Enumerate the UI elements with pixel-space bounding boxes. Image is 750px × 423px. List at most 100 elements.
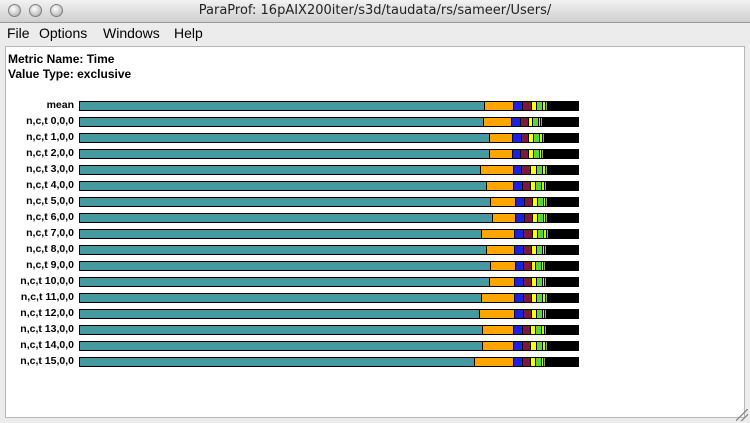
bar-segment[interactable]: [513, 150, 522, 158]
bar-segment[interactable]: [547, 246, 578, 254]
bar-segment[interactable]: [529, 150, 535, 158]
bar-segment[interactable]: [514, 166, 523, 174]
bar-segment[interactable]: [548, 198, 578, 206]
bar-segment[interactable]: [533, 198, 539, 206]
bar-segment[interactable]: [80, 166, 482, 174]
menu-windows[interactable]: Windows: [103, 25, 160, 41]
bar-segment[interactable]: [515, 246, 525, 254]
bar-segment[interactable]: [538, 230, 545, 238]
bar-segment[interactable]: [523, 182, 532, 190]
bar-segment[interactable]: [537, 310, 544, 318]
bar-segment[interactable]: [534, 150, 541, 158]
bar-segment[interactable]: [80, 246, 488, 254]
bar-segment[interactable]: [514, 182, 524, 190]
stacked-bar[interactable]: [79, 293, 579, 303]
bar-segment[interactable]: [80, 342, 484, 350]
bar-segment[interactable]: [515, 294, 525, 302]
bar-segment[interactable]: [543, 246, 546, 254]
bar-segment[interactable]: [537, 342, 544, 350]
bar-segment[interactable]: [529, 118, 534, 126]
bar-segment[interactable]: [529, 134, 535, 142]
bar-segment[interactable]: [538, 214, 545, 222]
bar-segment[interactable]: [491, 198, 517, 206]
bar-segment[interactable]: [480, 310, 516, 318]
stacked-bar[interactable]: [79, 341, 579, 351]
bar-segment[interactable]: [485, 102, 515, 110]
bar-segment[interactable]: [80, 326, 484, 334]
bar-segment[interactable]: [544, 150, 578, 158]
bar-segment[interactable]: [544, 230, 548, 238]
bar-segment[interactable]: [548, 214, 578, 222]
resize-grip-icon[interactable]: [736, 409, 748, 421]
stacked-bar[interactable]: [79, 357, 579, 367]
bar-segment[interactable]: [544, 358, 547, 366]
bar-segment[interactable]: [547, 326, 578, 334]
bar-segment[interactable]: [538, 198, 545, 206]
bar-segment[interactable]: [515, 278, 525, 286]
bar-segment[interactable]: [543, 134, 546, 142]
bar-segment[interactable]: [532, 294, 538, 302]
bar-segment[interactable]: [80, 150, 491, 158]
stacked-bar[interactable]: [79, 101, 579, 111]
bar-segment[interactable]: [475, 358, 515, 366]
bar-segment[interactable]: [525, 198, 534, 206]
bar-segment[interactable]: [524, 294, 533, 302]
bar-segment[interactable]: [543, 118, 578, 126]
bar-segment[interactable]: [545, 310, 548, 318]
bar-segment[interactable]: [536, 182, 543, 190]
stacked-bar[interactable]: [79, 261, 579, 271]
bar-segment[interactable]: [545, 326, 548, 334]
bar-segment[interactable]: [544, 198, 547, 206]
stacked-bar[interactable]: [79, 277, 579, 287]
stacked-bar[interactable]: [79, 181, 579, 191]
bar-segment[interactable]: [80, 310, 481, 318]
bar-segment[interactable]: [522, 134, 530, 142]
stacked-bar[interactable]: [79, 133, 579, 143]
bar-segment[interactable]: [491, 262, 517, 270]
bar-segment[interactable]: [545, 182, 548, 190]
bar-segment[interactable]: [546, 214, 549, 222]
menu-file[interactable]: File: [7, 25, 30, 41]
bar-segment[interactable]: [531, 326, 537, 334]
bar-segment[interactable]: [546, 198, 549, 206]
bar-segment[interactable]: [493, 214, 517, 222]
bar-segment[interactable]: [80, 214, 494, 222]
bar-segment[interactable]: [80, 294, 483, 302]
bar-segment[interactable]: [539, 118, 542, 126]
bar-segment[interactable]: [515, 230, 525, 238]
bar-segment[interactable]: [524, 262, 533, 270]
bar-segment[interactable]: [543, 166, 547, 174]
bar-segment[interactable]: [524, 278, 533, 286]
bar-segment[interactable]: [483, 342, 515, 350]
stacked-bar[interactable]: [79, 325, 579, 335]
bar-segment[interactable]: [546, 102, 549, 110]
bar-segment[interactable]: [525, 214, 534, 222]
close-window-button[interactable]: [8, 4, 21, 17]
bar-segment[interactable]: [540, 134, 544, 142]
bar-segment[interactable]: [541, 118, 544, 126]
bar-segment[interactable]: [536, 358, 543, 366]
bar-segment[interactable]: [544, 214, 547, 222]
bar-segment[interactable]: [546, 294, 549, 302]
bar-segment[interactable]: [548, 294, 578, 302]
bar-segment[interactable]: [516, 262, 525, 270]
bar-segment[interactable]: [481, 166, 515, 174]
bar-segment[interactable]: [531, 358, 537, 366]
stacked-bar[interactable]: [79, 149, 579, 159]
bar-segment[interactable]: [546, 166, 549, 174]
bar-segment[interactable]: [549, 230, 578, 238]
bar-segment[interactable]: [514, 358, 524, 366]
bar-segment[interactable]: [521, 150, 530, 158]
bar-segment[interactable]: [512, 118, 522, 126]
bar-segment[interactable]: [80, 358, 476, 366]
bar-segment[interactable]: [532, 102, 538, 110]
bar-segment[interactable]: [536, 326, 543, 334]
bar-segment[interactable]: [532, 262, 537, 270]
bar-segment[interactable]: [544, 262, 547, 270]
bar-segment[interactable]: [80, 262, 492, 270]
bar-segment[interactable]: [540, 150, 543, 158]
bar-segment[interactable]: [546, 358, 578, 366]
bar-segment[interactable]: [80, 102, 486, 110]
bar-segment[interactable]: [513, 134, 523, 142]
bar-segment[interactable]: [536, 262, 543, 270]
